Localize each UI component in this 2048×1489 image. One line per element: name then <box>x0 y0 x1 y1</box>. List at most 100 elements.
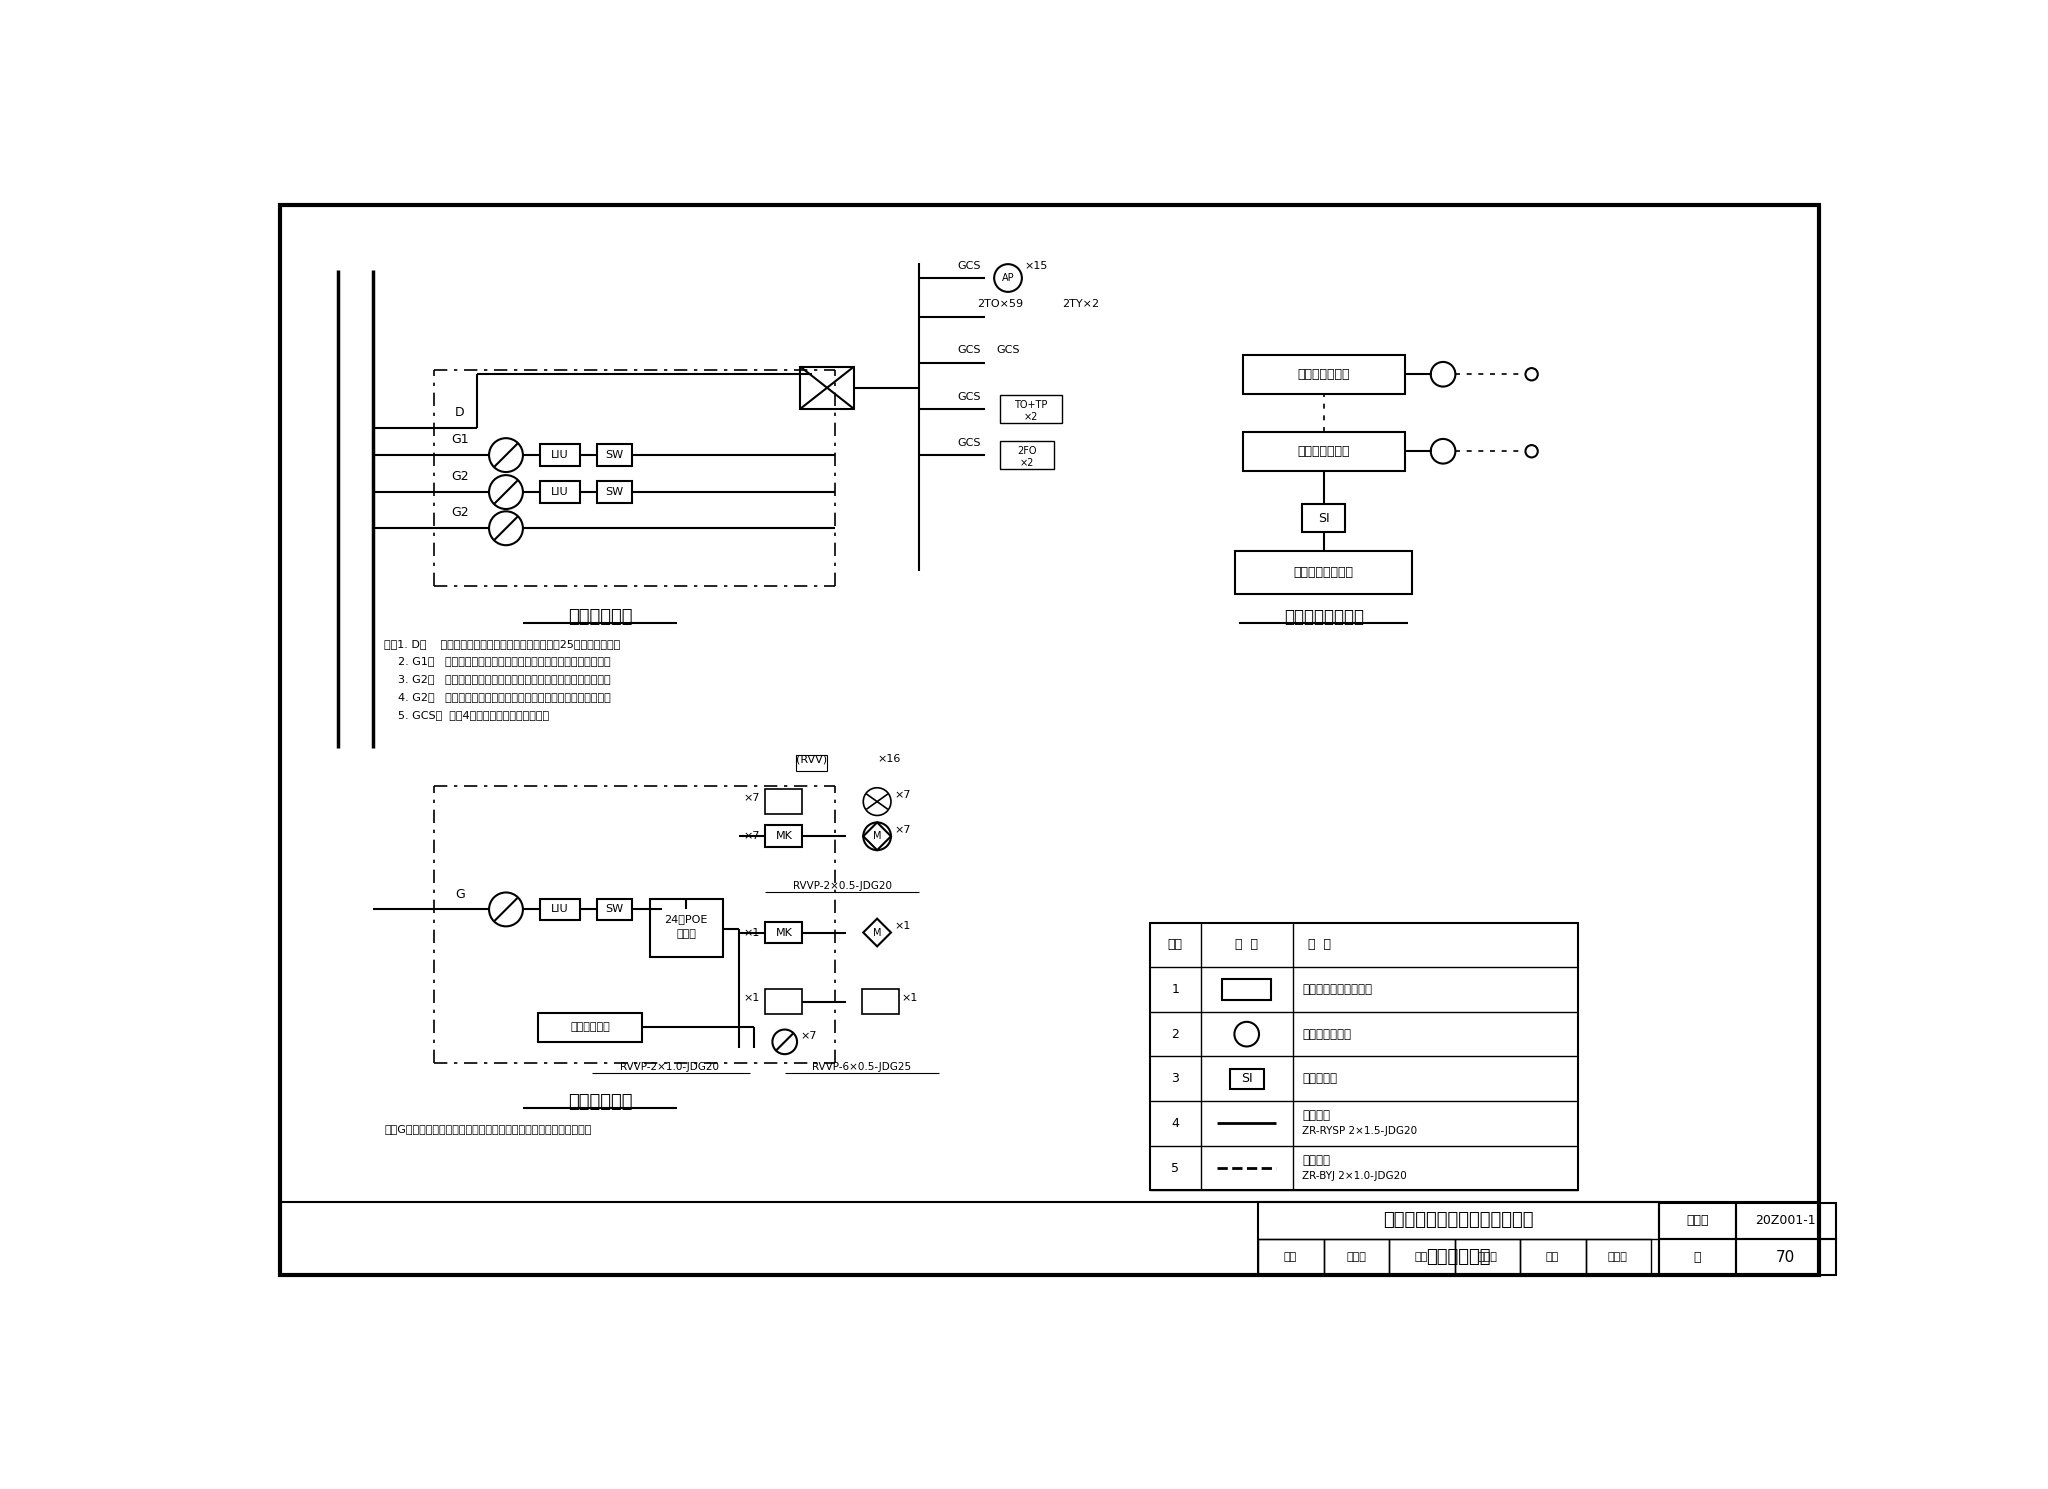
Text: ×1: ×1 <box>901 993 918 1004</box>
Bar <box>596 899 633 920</box>
Text: ×2: ×2 <box>1024 411 1038 421</box>
Text: 安全防范系统: 安全防范系统 <box>567 1093 633 1111</box>
Text: 图  例: 图 例 <box>1235 938 1257 951</box>
Text: ×7: ×7 <box>743 792 760 803</box>
Text: SI: SI <box>1319 512 1329 524</box>
Bar <box>596 481 633 503</box>
Text: SW: SW <box>606 487 623 497</box>
Text: ZR-BYJ 2×1.0-JDG20: ZR-BYJ 2×1.0-JDG20 <box>1303 1170 1407 1181</box>
Bar <box>1659 1239 1735 1275</box>
Text: 序号: 序号 <box>1167 938 1182 951</box>
Bar <box>1735 1203 1835 1239</box>
Bar <box>541 444 580 466</box>
Text: 注：1. D：    信号引自现有信息中心语音配线架，采用25对大对数电缆。: 注：1. D： 信号引自现有信息中心语音配线架，采用25对大对数电缆。 <box>385 639 621 649</box>
Text: ZR-RYSP 2×1.5-JDG20: ZR-RYSP 2×1.5-JDG20 <box>1303 1126 1417 1136</box>
Text: ×7: ×7 <box>895 825 911 835</box>
Text: SW: SW <box>606 904 623 914</box>
Bar <box>801 366 854 409</box>
Bar <box>596 444 633 466</box>
Text: 2: 2 <box>1171 1027 1180 1041</box>
Text: M: M <box>872 928 881 938</box>
Bar <box>1257 1239 1323 1275</box>
Text: MK: MK <box>776 831 793 841</box>
Text: 系统总线: 系统总线 <box>1303 1109 1329 1123</box>
Text: 24口POE: 24口POE <box>664 914 709 923</box>
Text: 设计: 设计 <box>1546 1252 1559 1263</box>
Text: 王东林: 王东林 <box>1346 1252 1366 1263</box>
Text: 5. GCS：  六类4对低烟无卤非屏蔽双绞线。: 5. GCS： 六类4对低烟无卤非屏蔽双绞线。 <box>385 710 549 719</box>
Text: SW: SW <box>606 450 623 460</box>
Text: 电气火灾监控系统: 电气火灾监控系统 <box>1284 608 1364 625</box>
Text: ×7: ×7 <box>801 1032 817 1041</box>
Text: 箱式留观病区医患走道分设示例: 箱式留观病区医患走道分设示例 <box>1382 1212 1534 1230</box>
Text: 4: 4 <box>1171 1117 1180 1130</box>
Text: LIU: LIU <box>551 487 569 497</box>
Text: 总线隔离器: 总线隔离器 <box>1303 1072 1337 1085</box>
Text: 1: 1 <box>1171 983 1180 996</box>
Text: AP: AP <box>1001 272 1014 283</box>
Bar <box>766 825 803 847</box>
Text: 王晓旭: 王晓旭 <box>1608 1252 1628 1263</box>
Text: 校对: 校对 <box>1415 1252 1427 1263</box>
Text: 智能化系统图: 智能化系统图 <box>1425 1248 1491 1267</box>
Text: 现场总线: 现场总线 <box>1303 1154 1329 1167</box>
Text: 2TY×2: 2TY×2 <box>1063 299 1100 310</box>
Text: 多回路电气火灾监控器: 多回路电气火灾监控器 <box>1303 983 1372 996</box>
Bar <box>1229 1069 1264 1088</box>
Text: ×2: ×2 <box>1020 457 1034 468</box>
Text: D: D <box>455 406 465 420</box>
Bar <box>1659 1203 1735 1239</box>
Text: ×7: ×7 <box>895 791 911 801</box>
Bar <box>999 395 1063 423</box>
Text: 页: 页 <box>1694 1251 1702 1264</box>
Text: 70: 70 <box>1776 1249 1796 1266</box>
Bar <box>1223 980 1272 999</box>
Text: G: G <box>455 887 465 901</box>
Text: MK: MK <box>776 928 793 938</box>
Text: LIU: LIU <box>551 450 569 460</box>
Text: GCS: GCS <box>958 392 981 402</box>
Bar <box>766 789 803 814</box>
Text: RVVP-6×0.5-JDG25: RVVP-6×0.5-JDG25 <box>813 1062 911 1072</box>
Bar <box>1520 1239 1585 1275</box>
Text: 3: 3 <box>1171 1072 1180 1085</box>
Bar <box>1235 551 1413 594</box>
Text: G2: G2 <box>451 471 469 482</box>
Text: 王冠杰: 王冠杰 <box>1477 1252 1497 1263</box>
Text: 图集号: 图集号 <box>1686 1214 1708 1227</box>
Bar <box>1323 1239 1389 1275</box>
Text: 电气火灾监控器: 电气火灾监控器 <box>1298 445 1350 457</box>
Text: TO+TP: TO+TP <box>1014 401 1049 409</box>
Text: RVVP-2×1.0-JDG20: RVVP-2×1.0-JDG20 <box>621 1062 719 1072</box>
Bar <box>1257 1202 1659 1275</box>
Text: RVVP-2×0.5-JDG20: RVVP-2×0.5-JDG20 <box>793 881 893 892</box>
Text: 综合布线系统: 综合布线系统 <box>567 608 633 625</box>
Bar <box>281 205 1819 1202</box>
Text: GCS: GCS <box>958 261 981 271</box>
Text: LIU: LIU <box>551 904 569 914</box>
Text: (RVV): (RVV) <box>797 755 827 764</box>
Bar <box>766 922 803 944</box>
Text: 2TO×59: 2TO×59 <box>977 299 1024 310</box>
Text: M: M <box>872 831 881 841</box>
Text: 注：G：信号引自现有安防控制中心核心交换机，采用六类单模光纤。: 注：G：信号引自现有安防控制中心核心交换机，采用六类单模光纤。 <box>385 1124 592 1133</box>
Text: SI: SI <box>1241 1072 1253 1085</box>
Bar <box>649 899 723 957</box>
Text: GCS: GCS <box>958 345 981 356</box>
Text: 20Z001-1: 20Z001-1 <box>1755 1214 1817 1227</box>
Text: G1: G1 <box>451 433 469 447</box>
Text: G2: G2 <box>451 506 469 520</box>
Text: 入侵报警分机: 入侵报警分机 <box>569 1023 610 1032</box>
Bar <box>766 990 803 1014</box>
Bar <box>541 899 580 920</box>
Bar <box>1151 923 1577 1191</box>
Text: 交换机: 交换机 <box>676 929 696 940</box>
Bar <box>539 1013 643 1042</box>
Text: 剩余电流互感器: 剩余电流互感器 <box>1303 1027 1352 1041</box>
Bar <box>862 990 899 1014</box>
Text: ×16: ×16 <box>877 755 901 764</box>
Bar <box>1243 432 1405 471</box>
Text: ×1: ×1 <box>743 993 760 1004</box>
Text: 名  称: 名 称 <box>1309 938 1331 951</box>
Bar <box>1303 505 1346 532</box>
